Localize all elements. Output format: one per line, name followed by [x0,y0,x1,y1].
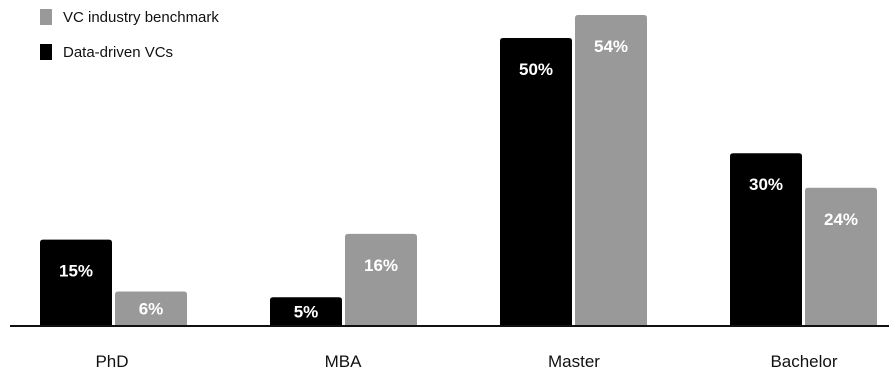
category-labels-layer: PhD MBA Master Bachelor [95,352,837,370]
bar-data-driven-vcs-bachelor [730,153,802,326]
bar-data-driven-vcs-phd [40,239,112,326]
x-category-label-phd: PhD [95,352,128,370]
value-label-vc-industry-benchmark-master: 54% [594,37,628,56]
bar-vc-industry-benchmark-mba [345,233,417,326]
bar-data-driven-vcs-mba [270,297,342,326]
x-category-label-bachelor: Bachelor [770,352,837,370]
bar-vc-industry-benchmark-master [575,15,647,326]
value-label-vc-industry-benchmark-bachelor: 24% [824,210,858,229]
legend-swatch-vc-industry-benchmark [40,9,52,25]
legend-label-vc-industry-benchmark: VC industry benchmark [63,9,219,26]
value-label-data-driven-vcs-mba: 5% [294,303,319,322]
legend-swatch-data-driven-vcs [40,44,52,60]
value-label-data-driven-vcs-bachelor: 30% [749,175,783,194]
x-category-label-master: Master [548,352,600,370]
legend-label-data-driven-vcs: Data-driven VCs [63,44,173,61]
bar-vc-industry-benchmark-phd [115,291,187,326]
bar-data-driven-vcs-master [500,38,572,326]
value-label-data-driven-vcs-phd: 15% [59,262,93,281]
value-label-data-driven-vcs-master: 50% [519,60,553,79]
value-labels-layer: 15% 5% 50% 30% 6% 16% 54% 24% [59,37,858,322]
value-label-vc-industry-benchmark-phd: 6% [139,300,164,319]
x-category-label-mba: MBA [325,352,363,370]
legend: VC industry benchmark Data-driven VCs [40,9,219,61]
bars-layer [40,15,877,326]
value-label-vc-industry-benchmark-mba: 16% [364,256,398,275]
bar-vc-industry-benchmark-bachelor [805,187,877,326]
